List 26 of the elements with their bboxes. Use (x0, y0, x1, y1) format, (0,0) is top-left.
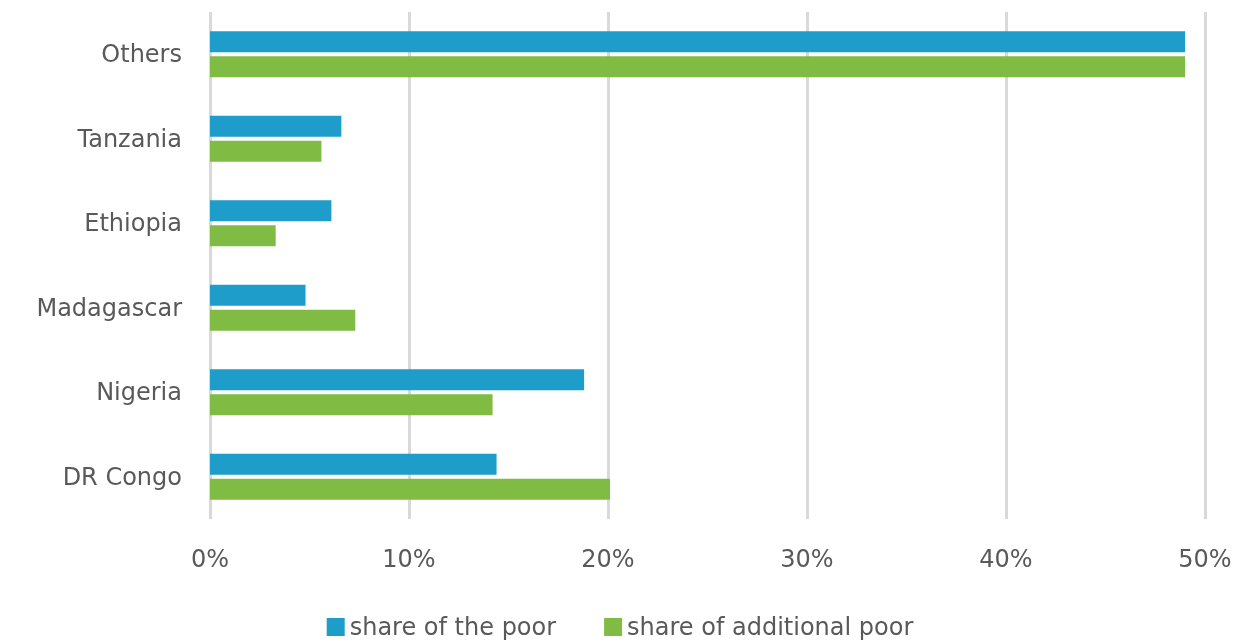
bar (210, 369, 585, 391)
x-tick-label: 10% (382, 545, 436, 573)
bar (210, 309, 356, 331)
legend-label: share of the poor (349, 613, 557, 641)
bar (210, 56, 1186, 78)
y-tick-label: DR Congo (62, 462, 182, 491)
y-tick-label: Tanzania (76, 124, 182, 153)
x-tick-label: 50% (1178, 545, 1232, 573)
x-tick-label: 20% (581, 545, 635, 573)
y-tick-label: Others (101, 40, 182, 69)
x-tick-label: 40% (979, 545, 1033, 573)
bar (210, 115, 342, 137)
y-tick-label: Ethiopia (84, 209, 182, 238)
bar (210, 225, 276, 247)
bar (210, 478, 610, 500)
x-tick-label: 0% (190, 545, 230, 573)
bar (210, 200, 332, 222)
bar (210, 284, 306, 306)
x-tick-label: 30% (780, 545, 834, 573)
bar (210, 140, 322, 162)
y-tick-label: Nigeria (96, 378, 182, 407)
bar (210, 31, 1186, 53)
y-tick-label: Madagascar (36, 293, 183, 322)
legend-label: share of additional poor (627, 613, 914, 641)
bar (210, 394, 493, 416)
bar (210, 453, 497, 475)
